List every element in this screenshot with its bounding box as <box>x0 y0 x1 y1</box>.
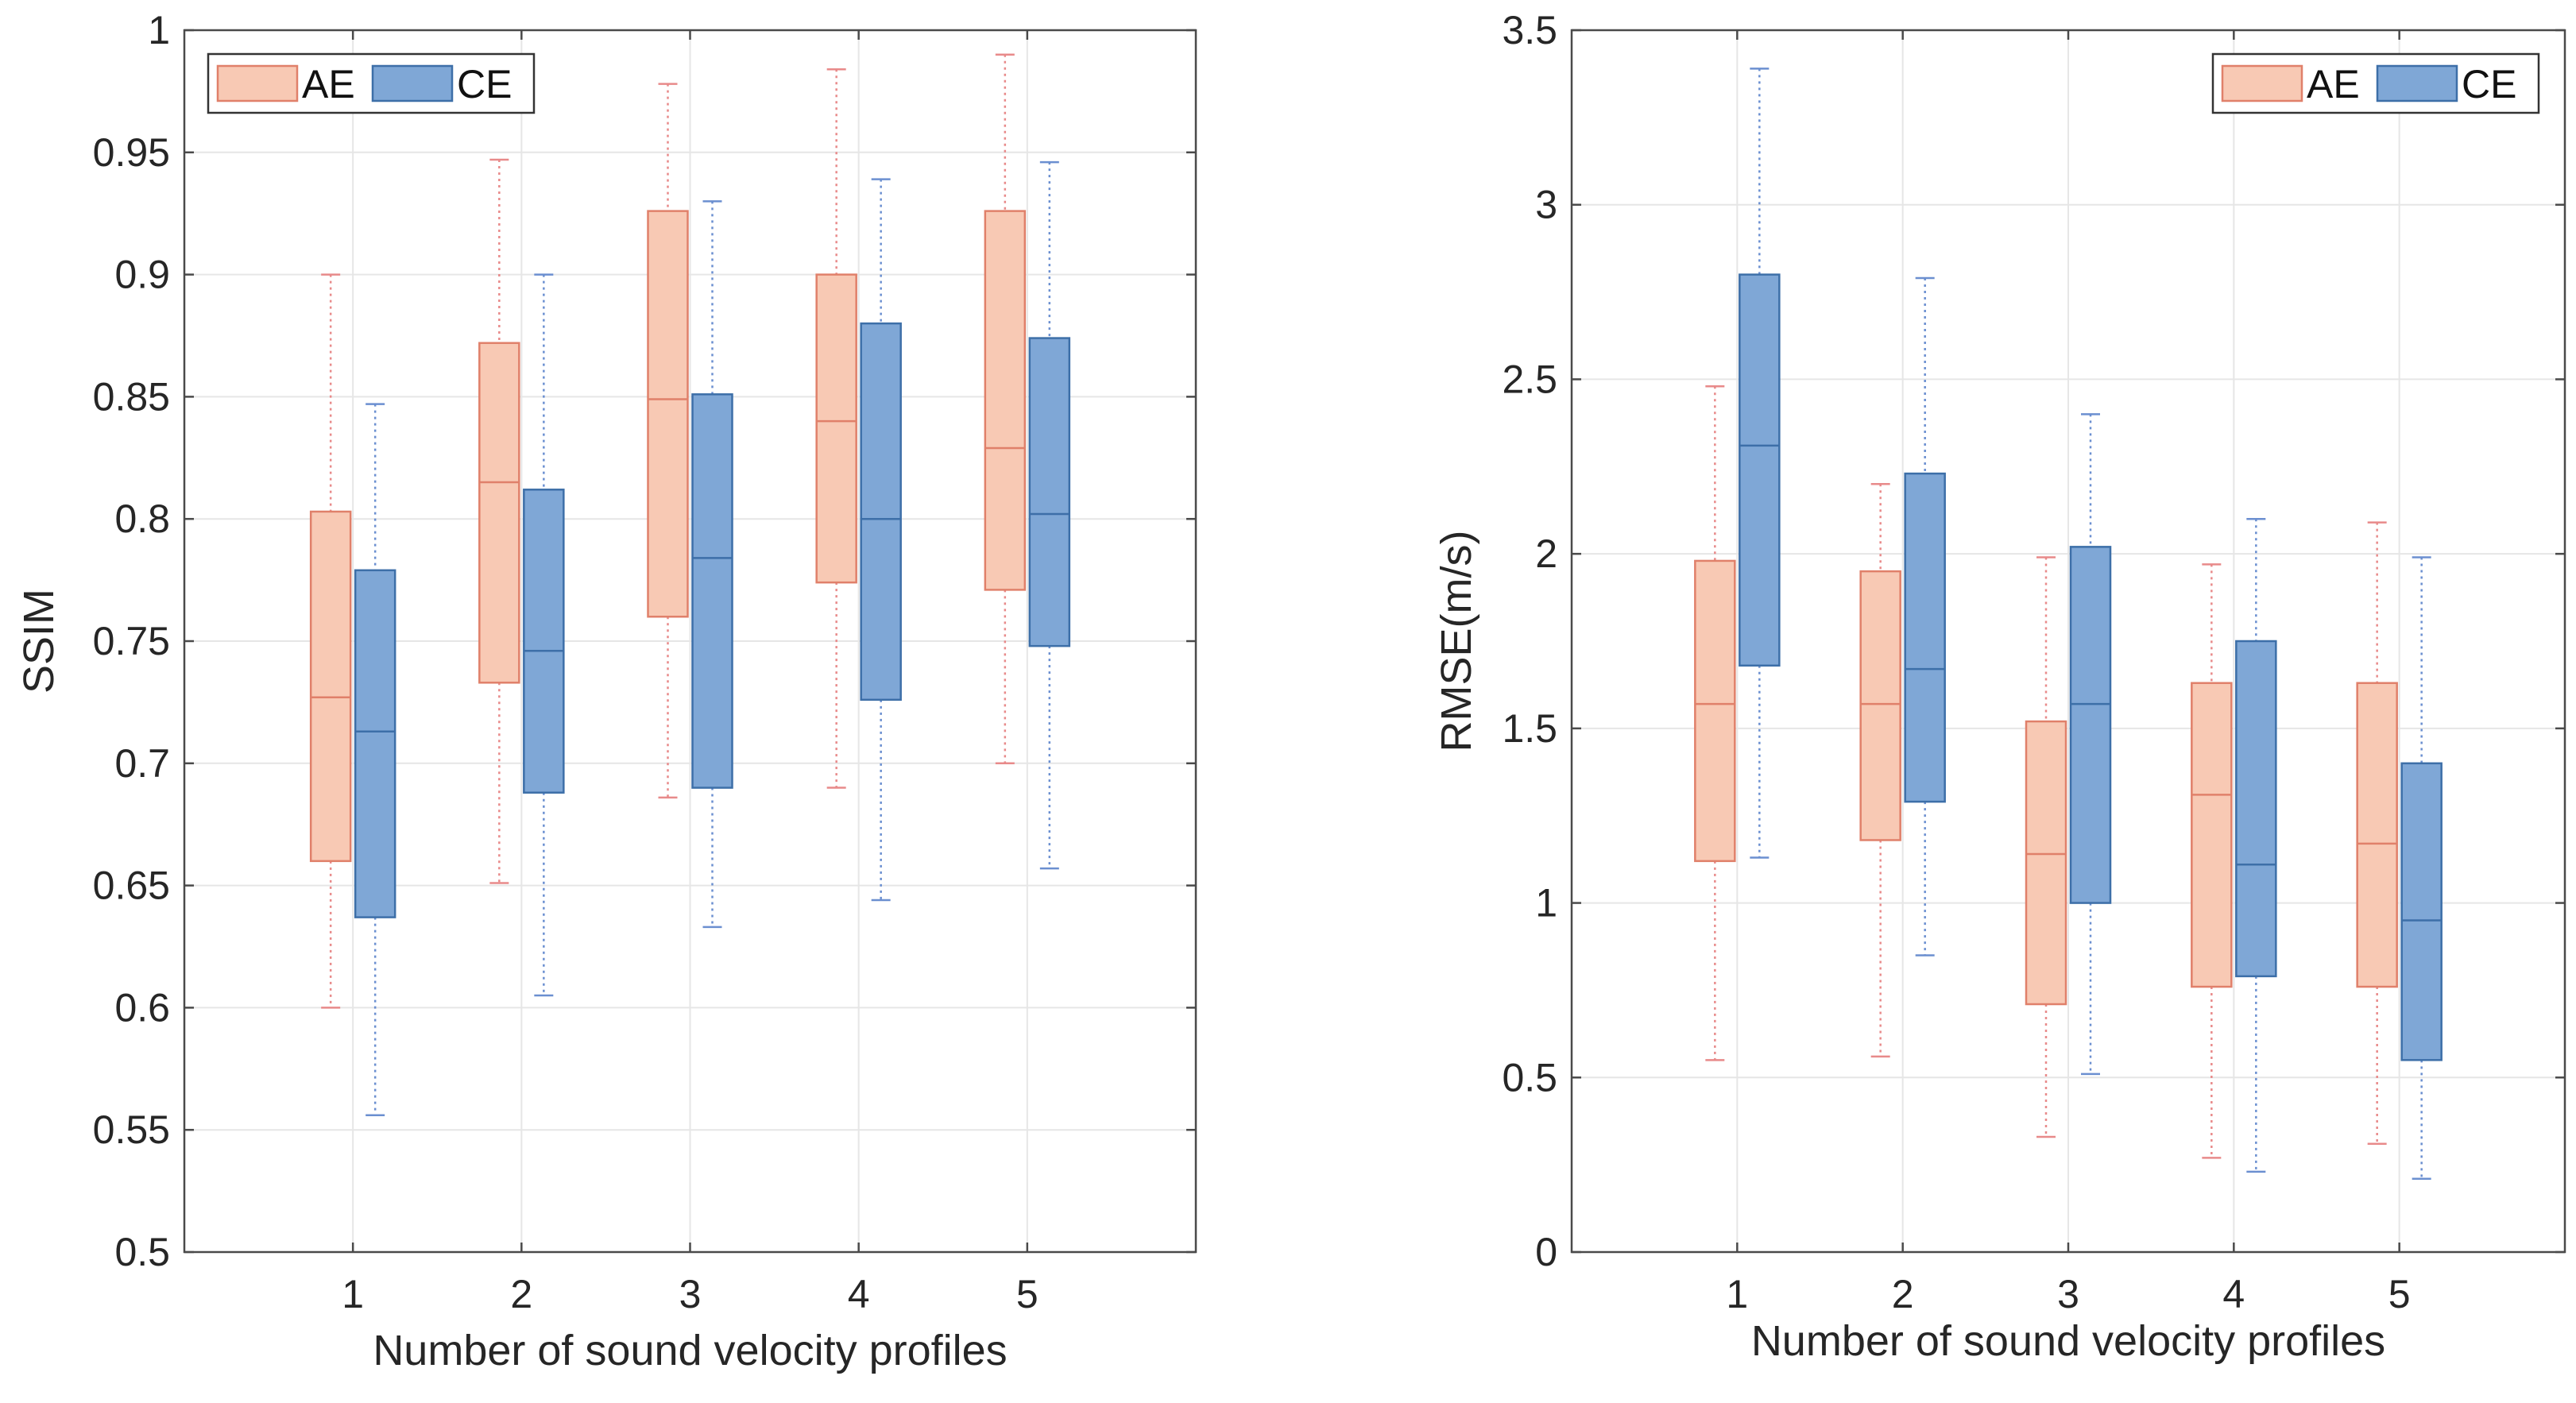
ce-box <box>1028 337 1071 647</box>
ce-box-group <box>691 200 733 929</box>
ae-box-group <box>2025 556 2067 1138</box>
ae-box <box>815 273 857 584</box>
y-axis-label: RMSE(m/s) <box>1433 531 1480 752</box>
ce-box-group <box>2069 413 2112 1076</box>
x-tick-label: 5 <box>2388 1272 2411 1316</box>
ce-box-group <box>1904 276 1946 957</box>
y-tick-label: 0 <box>1535 1230 1557 1274</box>
ae-box <box>984 210 1027 591</box>
y-tick-label: 0.85 <box>93 374 170 419</box>
y-tick-label: 0.95 <box>93 130 170 175</box>
ae-box <box>2356 682 2398 988</box>
ce-box-group <box>1739 68 1781 859</box>
y-tick-label: 0.8 <box>114 497 170 541</box>
ae-box-group <box>1859 483 1901 1058</box>
ce-box <box>2235 640 2277 978</box>
ae-box <box>478 342 520 684</box>
y-tick-label: 0.7 <box>114 741 170 786</box>
ae-legend-label: AE <box>302 62 355 106</box>
y-tick-label: 0.5 <box>1502 1055 1557 1100</box>
x-axis-label: Number of sound velocity profiles <box>373 1327 1007 1374</box>
ae-box-group <box>815 68 857 789</box>
ce-box-group <box>523 273 565 997</box>
ae-box-group <box>2356 521 2398 1146</box>
ce-box-group <box>2400 556 2443 1180</box>
ae-box-group <box>2191 563 2233 1159</box>
legend: AE CE <box>2211 52 2540 114</box>
x-axis-label: Number of sound velocity profiles <box>1751 1317 2385 1365</box>
ae-box <box>1859 570 1901 841</box>
ce-box <box>860 322 902 702</box>
x-tick-label: 2 <box>1892 1272 1914 1316</box>
ae-box <box>309 510 352 863</box>
ce-box-group <box>1028 160 1071 870</box>
y-tick-label: 0.9 <box>114 253 170 297</box>
y-tick-label: 3 <box>1535 183 1557 227</box>
y-tick-label: 0.65 <box>93 864 170 908</box>
ce-legend-label: CE <box>457 62 512 106</box>
ae-box <box>2025 720 2067 1006</box>
y-tick-label: 0.75 <box>93 619 170 663</box>
x-tick-label: 4 <box>2222 1272 2245 1316</box>
ce-box <box>691 393 733 789</box>
ssim-boxplot-panel: 0.5 0.55 0.6 0.65 0.7 0.75 0.8 0.85 0.9 0.95 1 1 2 3 4… <box>15 8 1197 1374</box>
x-tick-label: 1 <box>1726 1272 1748 1316</box>
ae-legend-swatch <box>216 64 299 102</box>
ce-box <box>1904 472 1946 803</box>
ae-legend-swatch <box>2221 64 2303 102</box>
y-tick-label: 2 <box>1535 531 1557 576</box>
ce-legend-label: CE <box>2462 62 2516 106</box>
y-tick-label: 1.5 <box>1502 706 1557 751</box>
ce-box <box>2069 546 2112 904</box>
y-tick-label: 1 <box>148 8 170 52</box>
ce-box-group <box>860 178 902 902</box>
legend: AE CE <box>207 52 536 114</box>
ce-box-group <box>2235 517 2277 1173</box>
ae-box-group <box>1694 385 1736 1061</box>
ae-box-group <box>984 53 1027 765</box>
ae-box <box>2191 682 2233 988</box>
x-tick-label: 4 <box>848 1272 870 1316</box>
ce-legend-swatch <box>371 64 454 102</box>
ae-box-group <box>478 158 520 884</box>
x-tick-label: 1 <box>342 1272 364 1316</box>
y-tick-label: 2.5 <box>1502 357 1557 401</box>
y-tick-label: 3.5 <box>1502 8 1557 52</box>
ce-box <box>523 489 565 794</box>
ae-legend-label: AE <box>2307 62 2360 106</box>
ae-box-group <box>647 83 689 799</box>
ae-box <box>1694 559 1736 863</box>
ce-box <box>1739 273 1781 667</box>
ce-box-group <box>354 403 396 1116</box>
ae-box-group <box>309 273 352 1009</box>
ce-box <box>2400 762 2443 1061</box>
ce-box <box>354 569 396 918</box>
y-tick-label: 1 <box>1535 881 1557 926</box>
x-tick-label: 3 <box>2057 1272 2079 1316</box>
ae-box <box>647 210 689 618</box>
y-axis-label: SSIM <box>15 589 63 694</box>
y-tick-label: 0.55 <box>93 1107 170 1152</box>
y-tick-label: 0.5 <box>114 1230 170 1274</box>
ce-legend-swatch <box>2376 64 2458 102</box>
x-tick-label: 2 <box>510 1272 532 1316</box>
x-tick-label: 5 <box>1016 1272 1039 1316</box>
y-tick-label: 0.6 <box>114 985 170 1030</box>
x-tick-label: 3 <box>679 1272 702 1316</box>
